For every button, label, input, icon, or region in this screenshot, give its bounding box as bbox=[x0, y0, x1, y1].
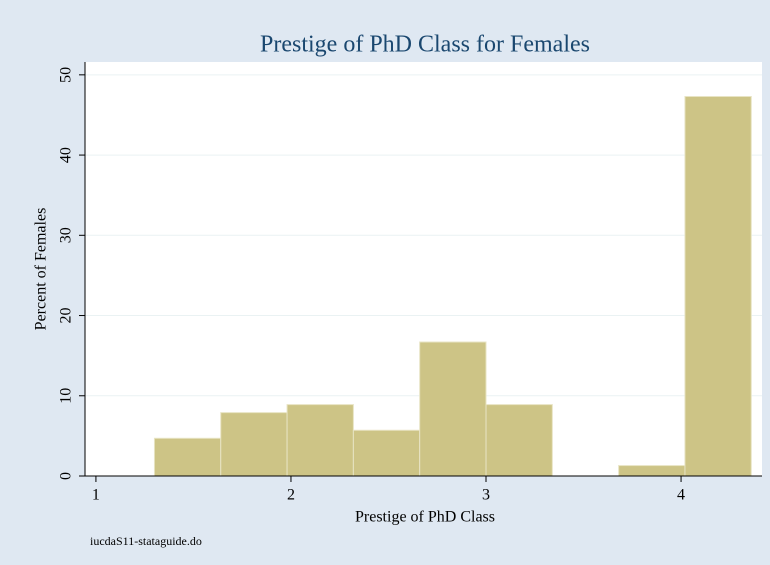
note: iucdaS11-stataguide.do bbox=[90, 534, 202, 548]
bar bbox=[684, 96, 752, 477]
x-axis-label: Prestige of PhD Class bbox=[355, 509, 495, 526]
chart-title: Prestige of PhD Class for Females bbox=[260, 32, 590, 58]
bar bbox=[220, 412, 288, 477]
x-tick-label: 2 bbox=[287, 487, 295, 504]
y-tick-label: 0 bbox=[58, 472, 75, 480]
y-tick-label: 10 bbox=[58, 388, 75, 404]
y-tick-label: 20 bbox=[58, 308, 75, 324]
x-tick-label: 3 bbox=[482, 487, 490, 504]
bar bbox=[485, 404, 553, 477]
y-axis-label: Percent of Females bbox=[33, 208, 50, 331]
y-tick-label: 40 bbox=[58, 147, 75, 163]
bar bbox=[352, 429, 421, 477]
y-tick-label: 50 bbox=[58, 67, 75, 83]
y-tick-label: 30 bbox=[58, 227, 75, 243]
x-tick-label: 4 bbox=[677, 487, 685, 504]
bar bbox=[618, 465, 686, 477]
x-tick-label: 1 bbox=[92, 487, 100, 504]
bar bbox=[286, 404, 354, 477]
bar bbox=[419, 341, 487, 477]
bar bbox=[153, 437, 222, 477]
